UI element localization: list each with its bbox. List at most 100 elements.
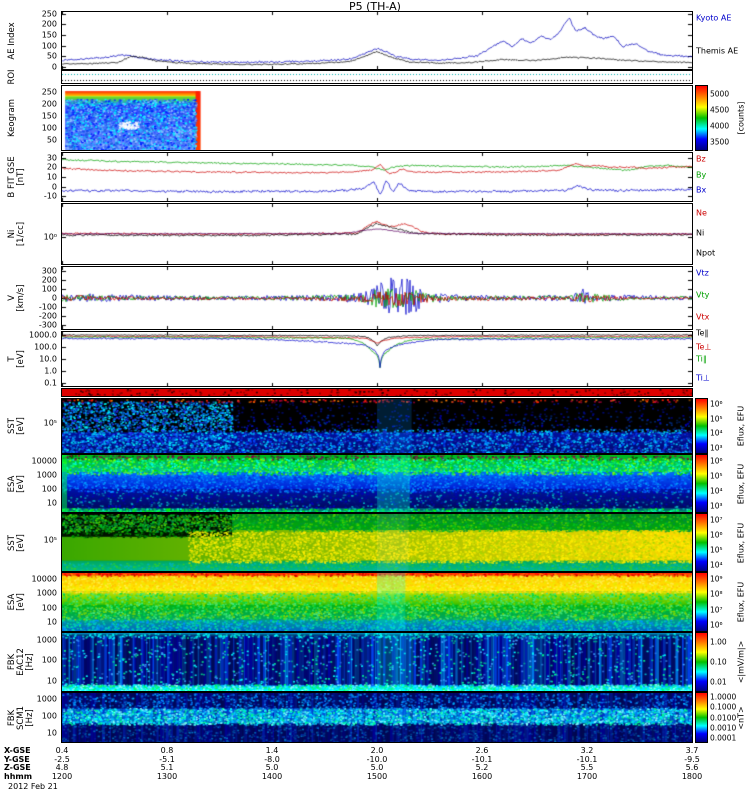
axis-value-X-GSE-4: 2.6 [475,746,489,755]
panel-keogram: Keogram 250 200 150 100 50 5000 4500 4000 3500 [co… [0,85,750,151]
axis-value-hhmm-6: 1800 [681,771,703,781]
colorbar-tick: 10⁷ [710,515,723,525]
series-label-Vtx: Vtx [696,312,710,322]
plot-canvas-temperature [61,331,693,387]
ytick-b-fit-gse: 20 [46,162,57,172]
colorbar-tick: 1.00 [710,637,727,647]
colorbar-tick: 10⁴ [710,486,723,496]
plot-canvas-ae-index [61,11,693,70]
panel-esa-electrons: ESA [eV] 10000 1000 100 10 10⁹ 10⁸ 10⁷ 10⁶ Eflux, … [0,572,750,632]
colorbar-tick: 10⁹ [710,574,723,584]
series-label-By: By [696,170,707,180]
ytick-esa-electrons: 10 [46,617,57,627]
ytick-temperature: 100.0 [34,342,57,352]
colorbar-tick: 0.0001 [710,733,737,743]
plot-canvas-sst-ions [61,398,693,454]
series-label-Te: Te⊥ [696,342,712,352]
ytick-esa-ions: 10 [46,498,57,508]
series-label-Vty: Vty [696,290,710,300]
series-label-ThemisAE: Themis AE [696,46,739,56]
ytick-velocity: -300 [38,320,57,330]
ytick-ae-index: 250 [41,9,57,19]
ytick-keogram: 50 [46,135,57,145]
ytick-keogram: 150 [41,111,57,121]
colorbar-tick: 0.01 [710,677,727,687]
series-label-Vtz: Vtz [696,268,709,278]
series-label-Npot: Npot [696,248,716,258]
colorbar-tick: 5000 [710,89,730,99]
plot-canvas-esa-electrons [61,572,693,632]
ytick-esa-ions: 100 [41,484,57,494]
axis-value-X-GSE-6: 3.7 [685,746,699,755]
ytick-keogram: 200 [41,99,57,109]
colorbar-fbk-scm1 [695,692,708,743]
axis-value-X-GSE-1: 0.8 [160,746,174,755]
ytick-temperature: 1.0 [44,366,57,376]
colorbar-tick: 10⁵ [710,545,723,555]
colorbar-tick: 10⁶ [710,530,723,540]
colorbar-tick: 0.0010 [710,723,737,733]
colorbar-fbk-eac12 [695,632,708,692]
series-label-Te: Te∥ [696,328,709,338]
axis-value-Y-GSE-3: -10.0 [366,754,388,764]
colorbar-esa-electrons [695,572,708,632]
panel-roi-flag: ROI [0,69,750,85]
axis-value-hhmm-5: 1700 [576,771,598,781]
plot-canvas-keogram [61,85,693,151]
colorbar-tick: 10⁶ [710,620,723,630]
axis-value-X-GSE-3: 2.0 [370,746,384,755]
plot-canvas-b-fit-gse [61,152,693,202]
axis-value-Z-GSE-2: 5.0 [265,763,279,773]
ytick-keogram: 100 [41,123,57,133]
panel-fbk-scm1: FBK SCM1 [Hz] 1000 100 10 1.0000 0.1000 0.0100 0.… [0,692,750,743]
ytick-fbk-scm1: 10 [46,728,57,738]
colorbar-tick: 1.0000 [710,692,737,702]
plot-canvas-mode-bar [61,388,693,397]
series-label-KyotoAE: Kyoto AE [696,13,732,23]
ytick-velocity: -100 [38,302,57,312]
axis-value-hhmm-4: 1600 [471,771,493,781]
plot-canvas-velocity [61,266,693,330]
ytick-velocity: 300 [41,266,57,276]
ytick-sst-ions: 10⁵ [43,418,57,428]
series-label-Bx: Bx [696,185,707,195]
axis-value-Y-GSE-6: -9.5 [684,754,700,764]
ytick-ae-index: 50 [46,51,57,61]
panel-sst-electrons: SST [eV] 10⁵ 10⁷ 10⁶ 10⁵ 10⁴ Eflux, EFU [0,513,750,572]
ytick-b-fit-gse: 10 [46,172,57,182]
axis-value-X-GSE-5: 3.2 [580,746,594,755]
colorbar-tick: 10³ [710,443,723,453]
ytick-fbk-scm1: 1000 [36,694,57,704]
plot-canvas-sst-electrons [61,513,693,572]
colorbar-tick: 10⁶ [710,399,723,409]
ytick-ae-index: 100 [41,41,57,51]
plot-canvas-fbk-eac12 [61,632,693,692]
ytick-velocity: 100 [41,284,57,294]
panel-fbk-eac12: FBK EAC12 [Hz] 1000 100 10 1.00 0.10 0.01 <|mV/m|… [0,632,750,692]
axis-value-Z-GSE-0: 4.8 [55,763,69,773]
axis-value-Y-GSE-2: -8.0 [264,754,280,764]
colorbar-tick: 10⁵ [710,471,723,481]
axis-value-hhmm-2: 1400 [261,771,283,781]
ytick-ae-index: 0 [51,62,57,72]
ytick-esa-electrons: 10000 [31,574,57,584]
axis-value-hhmm-3: 1500 [366,771,388,781]
ytick-velocity: 0 [51,293,57,303]
axis-value-X-GSE-2: 1.4 [265,746,279,755]
panel-sst-ions: SST [eV] 10⁵ 10⁶ 10⁵ 10⁴ 10³ Eflux, EFU [0,398,750,454]
colorbar-tick: 0.1000 [710,702,737,712]
axis-row-label-Z-GSE: Z-GSE [4,763,31,773]
colorbar-tick: 10⁵ [710,414,723,424]
panel-density: Ni [1/cc] 10⁰ Ne Ni Npot [0,203,750,265]
plot-title: P5 (TH-A) [349,0,401,13]
ytick-b-fit-gse: 0 [51,182,57,192]
plot-canvas-fbk-scm1 [61,692,693,743]
axis-row-label-X-GSE: X-GSE [4,746,31,755]
colorbar-tick: 10⁴ [710,560,723,570]
ytick-esa-electrons: 1000 [36,588,57,598]
axis-row-label-hhmm: hhmm [4,771,33,781]
axis-row-label-Y-GSE: Y-GSE [4,754,30,764]
axis-value-Y-GSE-1: -5.1 [159,754,175,764]
